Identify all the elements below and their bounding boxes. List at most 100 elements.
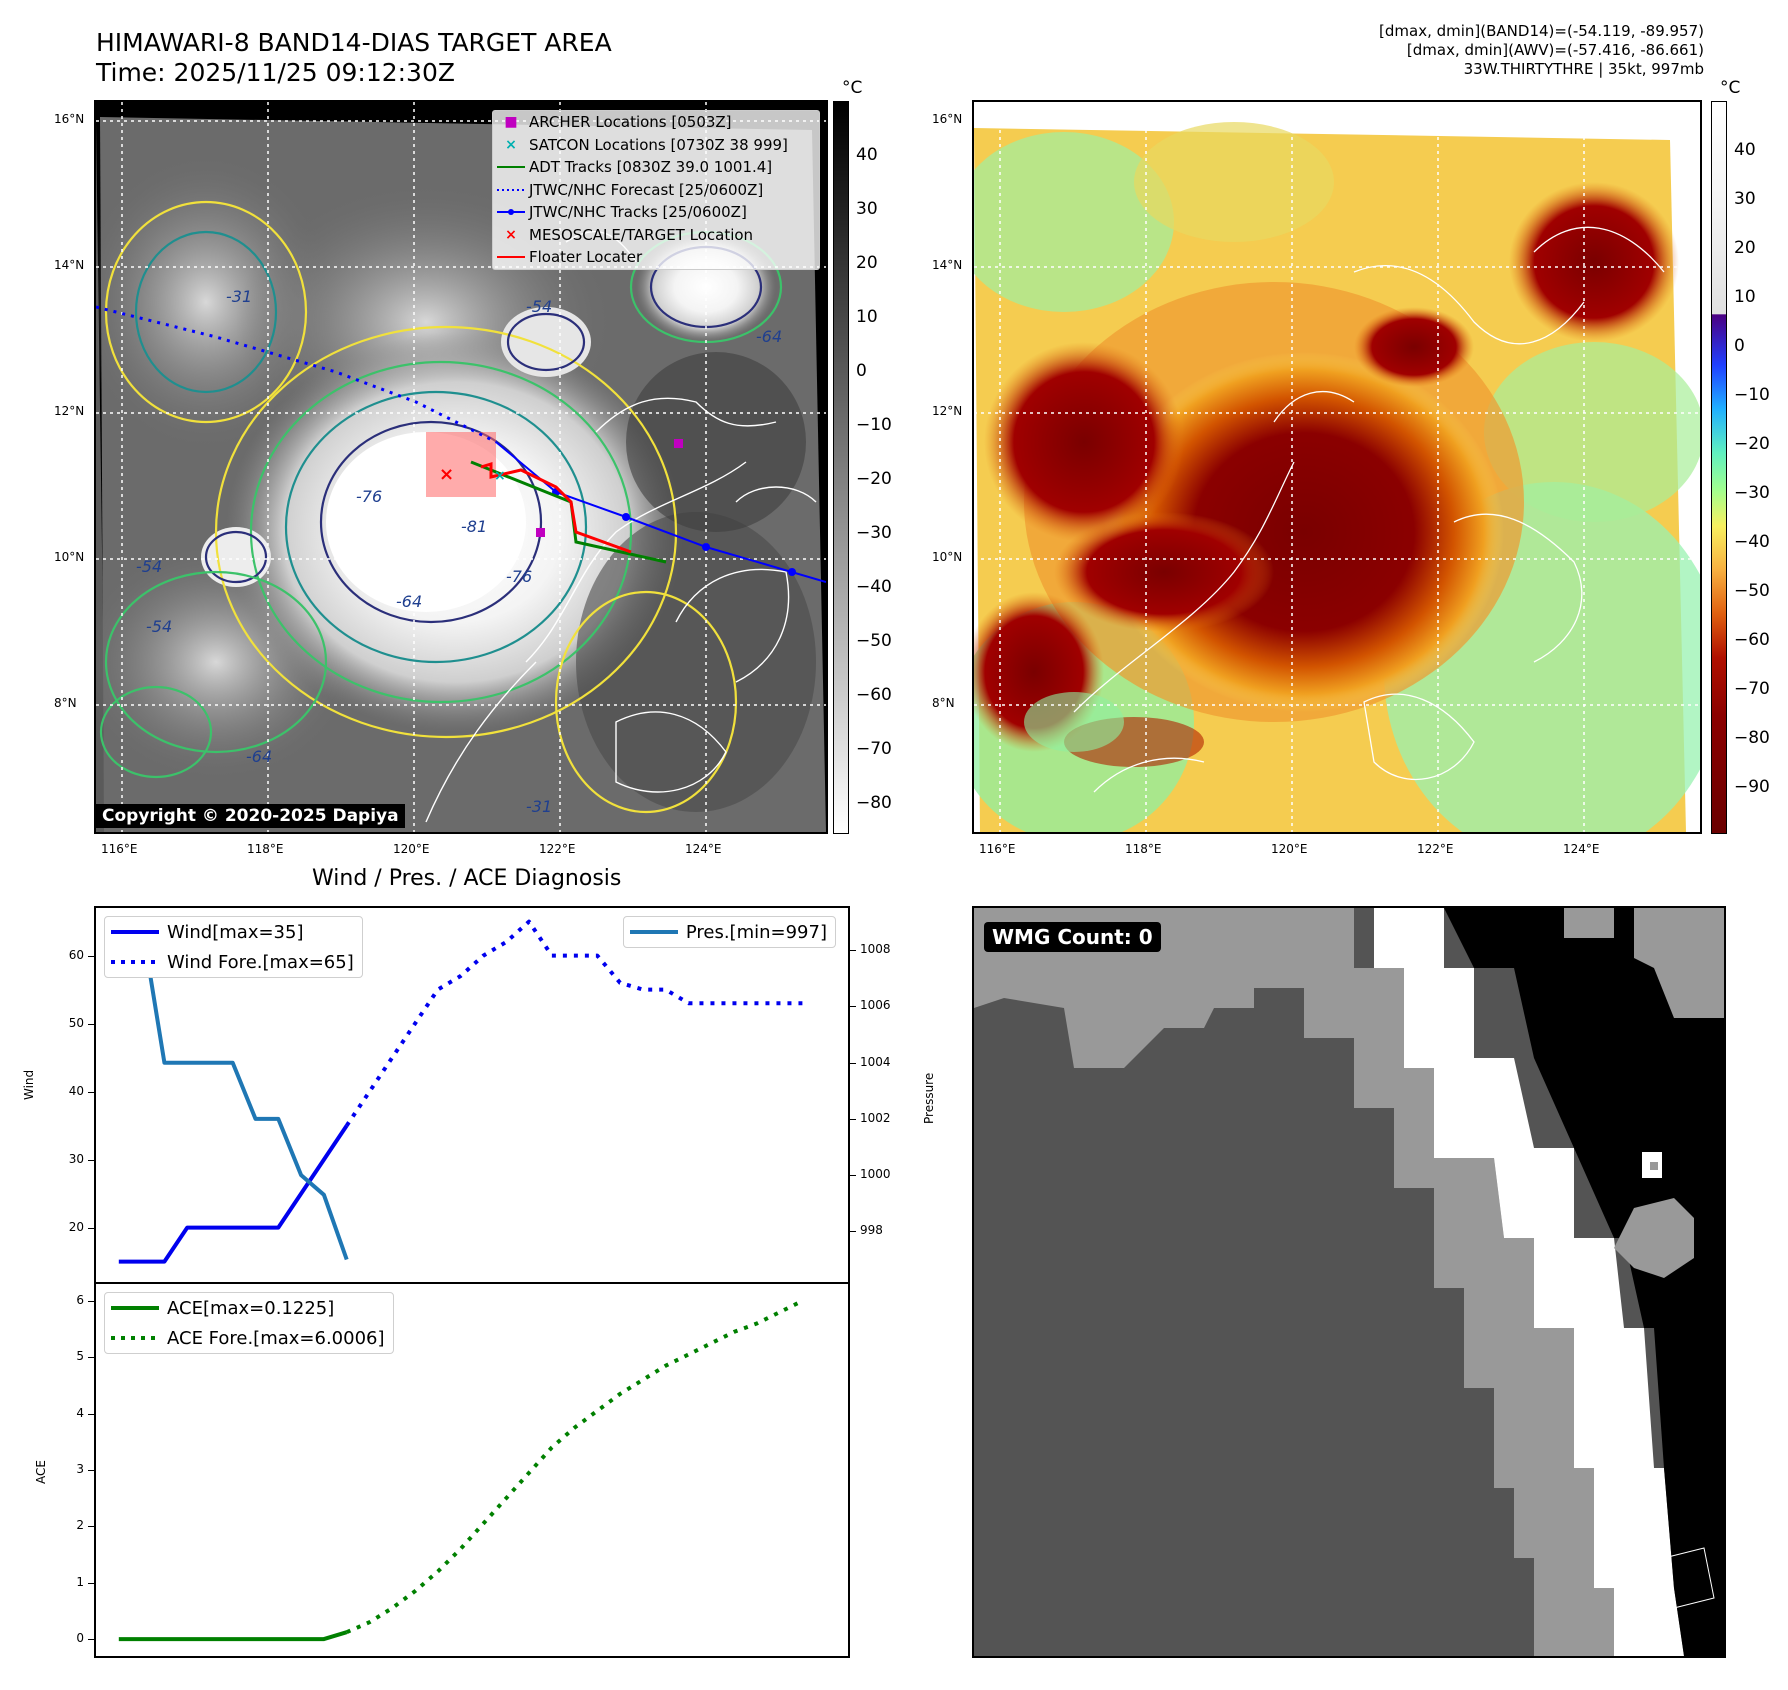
series-line-1 (345, 919, 803, 1127)
y-tick-label: 6 (76, 1292, 84, 1307)
lon-label: 120°E (1271, 842, 1308, 856)
ir-map-panel: -31 -54 -64 -76 -81 -76 -64 -54 -31 -64 … (94, 100, 828, 834)
colorbar-tick: 0 (856, 361, 867, 381)
legend-label: Wind[max=35] (167, 921, 304, 943)
line-marker-icon (493, 164, 529, 170)
pressure-legend: Pres.[min=997] (622, 916, 836, 948)
y-tick-label: 2 (76, 1518, 84, 1533)
ace-chart (118, 1299, 804, 1642)
y2-tick-mark (850, 1062, 856, 1064)
colorbar-tick: −90 (1734, 777, 1770, 797)
series-line-0 (118, 1630, 348, 1642)
y-tick-label: 40 (68, 1083, 84, 1098)
legend-forecast: JTWC/NHC Forecast [25/0600Z] (493, 179, 819, 202)
contour-label: -31 (226, 287, 252, 306)
y2-tick-label: 1000 (860, 1167, 891, 1182)
legend-ace-forecast: ACE Fore.[max=6.0006] (105, 1323, 393, 1353)
awv-colorbar-unit: °C (1720, 78, 1741, 98)
legend-label: ARCHER Locations [0503Z] (529, 113, 732, 132)
info-block: [dmax, dmin](BAND14)=(-54.119, -89.957) … (1379, 22, 1704, 79)
copyright-label: Copyright © 2020-2025 Dapiya (96, 804, 405, 828)
wind-axis-label: Wind (22, 1069, 36, 1100)
lat-label: 8°N (54, 696, 77, 710)
y-tick-mark (88, 1639, 94, 1641)
legend-label: ACE Fore.[max=6.0006] (167, 1327, 385, 1349)
lat-label: 10°N (932, 550, 963, 564)
lat-label: 14°N (932, 258, 963, 272)
colorbar-tick: −80 (856, 793, 892, 813)
y2-tick-label: 1008 (860, 942, 891, 957)
colorbar-tick: −30 (1734, 483, 1770, 503)
awv-colorbar (1711, 101, 1727, 834)
archer-marker-icon (536, 528, 545, 537)
colorbar-tick: 30 (856, 199, 878, 219)
jtwc-track-point (788, 568, 796, 576)
lon-label: 120°E (393, 842, 430, 856)
colorbar-tick: −50 (856, 631, 892, 651)
ir-colorbar-unit: °C (842, 78, 863, 98)
legend-adt: ADT Tracks [0830Z 39.0 1001.4] (493, 156, 819, 179)
colorbar-tick: −50 (1734, 581, 1770, 601)
y-tick-label: 3 (76, 1462, 84, 1476)
contour-label: -54 (146, 617, 172, 636)
info-band14-range: [dmax, dmin](BAND14)=(-54.119, -89.957) (1379, 22, 1704, 40)
lon-label: 124°E (685, 842, 722, 856)
legend-target: × MESOSCALE/TARGET Location (493, 224, 819, 247)
contour-label: -54 (526, 297, 552, 316)
colorbar-tick: −20 (856, 469, 892, 489)
y-tick-label: 5 (76, 1349, 84, 1364)
y-tick-label: 50 (68, 1015, 84, 1030)
y2-tick-mark (850, 1118, 856, 1120)
y-tick-mark (88, 1023, 94, 1025)
colorbar-tick: 40 (856, 145, 878, 165)
y-tick-mark (88, 1470, 94, 1471)
dotted-line-icon (111, 1336, 159, 1340)
lat-label: 16°N (932, 112, 963, 126)
contour-label: -54 (136, 557, 162, 576)
colorbar-tick: −10 (856, 415, 892, 435)
lon-label: 116°E (979, 842, 1016, 856)
legend-label: JTWC/NHC Forecast [25/0600Z] (529, 180, 764, 199)
lat-label: 10°N (54, 550, 85, 564)
colorbar-tick: 20 (1734, 238, 1756, 258)
colorbar-tick: −70 (1734, 679, 1770, 699)
contour-label: -64 (756, 327, 782, 346)
y2-tick-label: 1006 (860, 998, 891, 1013)
series-line-2 (118, 920, 349, 1261)
y-tick-label: 1 (76, 1574, 84, 1589)
contour-labels: -31 -54 -64 -76 -81 -76 -64 -54 -31 -64 … (136, 287, 782, 816)
colorbar-tick: 30 (1734, 189, 1756, 209)
cross-marker-icon: × (505, 136, 517, 153)
wmg-count-label: WMG Count: 0 (984, 922, 1161, 952)
y2-tick-label: 1004 (860, 1054, 891, 1069)
lat-label: 12°N (54, 404, 85, 418)
y-tick-mark (88, 1526, 94, 1528)
lat-label: 8°N (932, 696, 955, 710)
y-tick-mark (88, 1300, 94, 1302)
y-tick-mark (88, 1582, 94, 1584)
contour-label: -31 (526, 797, 552, 816)
y-tick-mark (88, 1413, 94, 1415)
target-marker-icon: × (439, 464, 454, 485)
figure-time: Time: 2025/11/25 09:12:30Z (96, 58, 455, 87)
awv-map-panel (972, 100, 1702, 834)
colorbar-tick: 10 (1734, 287, 1756, 307)
y-tick-label: 30 (68, 1151, 84, 1166)
colorbar-tick: −80 (1734, 728, 1770, 748)
legend-pressure: Pres.[min=997] (624, 917, 835, 947)
lat-label: 16°N (54, 112, 85, 126)
legend-label: SATCON Locations [0730Z 38 999] (529, 135, 788, 154)
colorbar-tick: −40 (1734, 532, 1770, 552)
y-tick-mark (88, 1159, 94, 1161)
y2-tick-mark (850, 950, 856, 952)
satcon-marker-icon: × (494, 468, 506, 484)
y2-tick-label: 998 (860, 1223, 883, 1238)
lat-label: 14°N (54, 258, 85, 272)
archer-marker-icon (674, 439, 683, 448)
ace-legend: ACE[max=0.1225] ACE Fore.[max=6.0006] (104, 1292, 394, 1354)
y2-tick-mark (850, 1231, 856, 1233)
legend-label: Wind Fore.[max=65] (167, 951, 354, 973)
wind-pressure-chart-frame: Wind[max=35] Wind Fore.[max=65] Pres.[mi… (94, 906, 850, 1284)
lon-label: 118°E (247, 842, 284, 856)
colorbar-tick: 40 (1734, 140, 1756, 160)
